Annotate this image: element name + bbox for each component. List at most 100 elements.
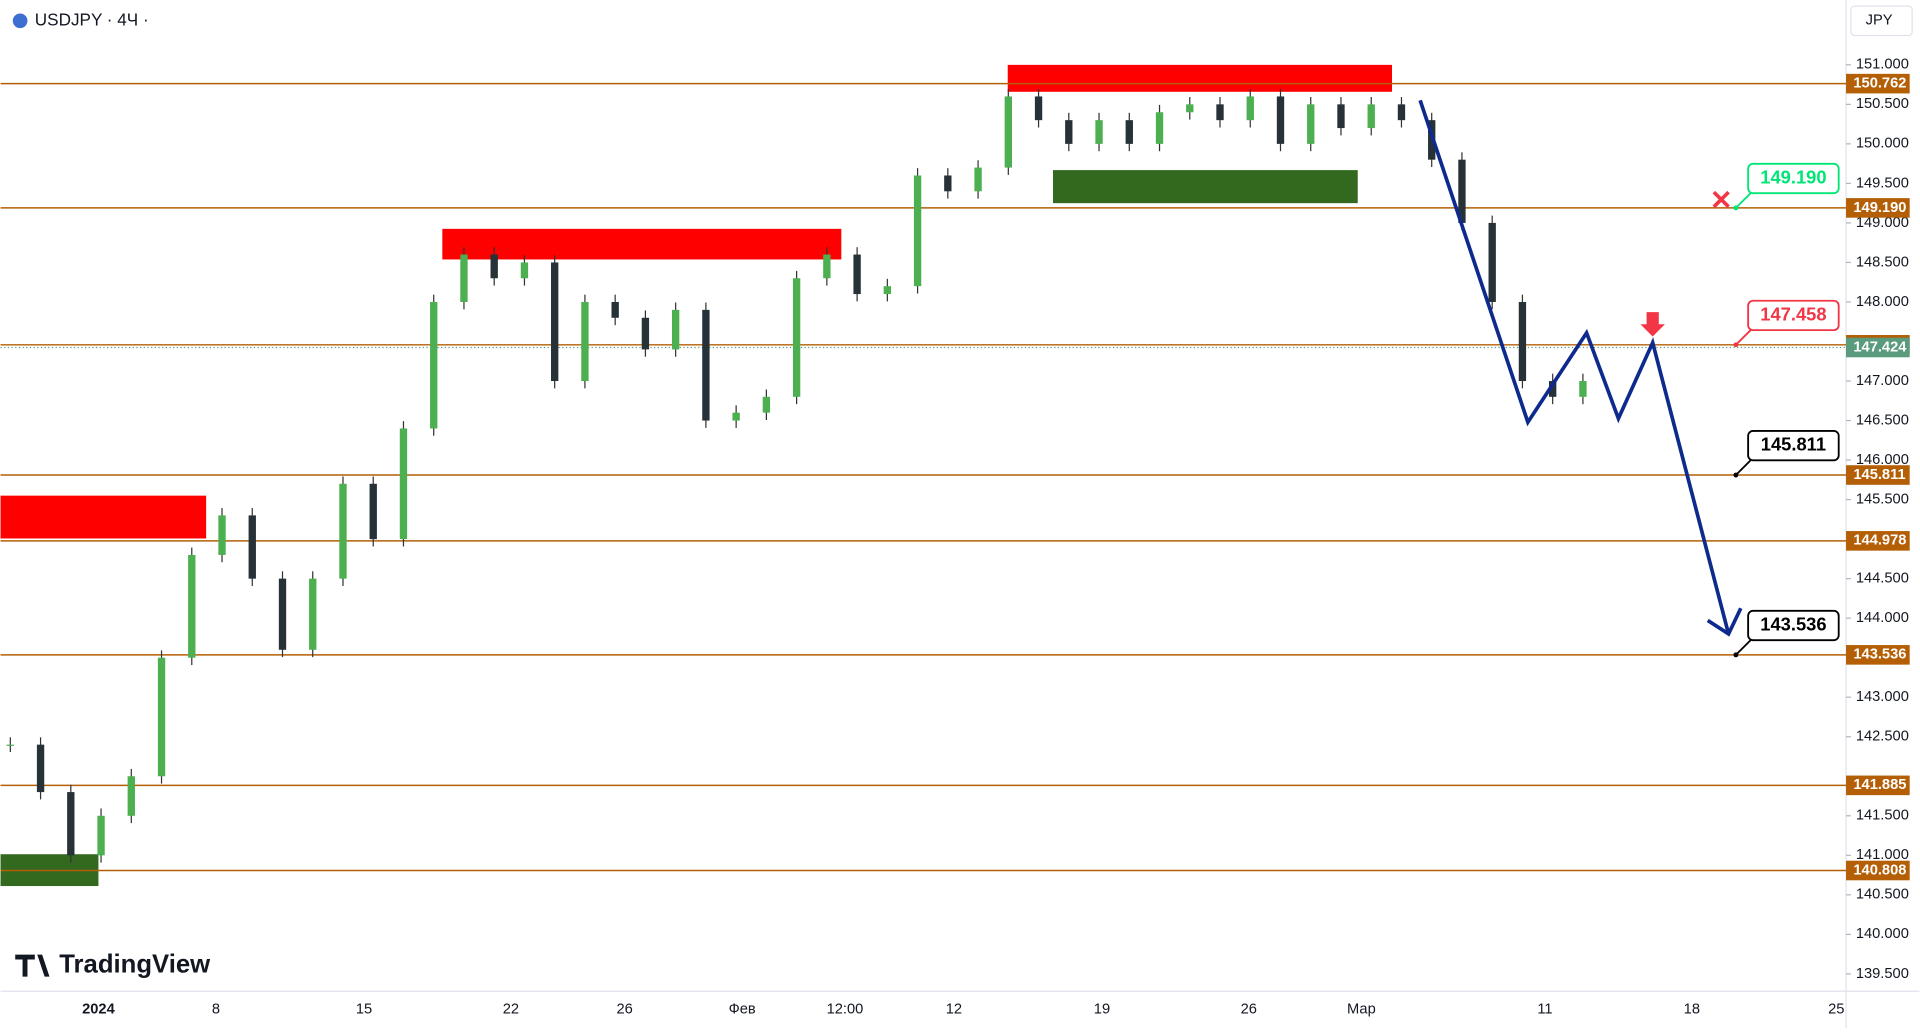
candle-body (1488, 222, 1496, 302)
candle-body (430, 301, 438, 429)
y-tick-label: 146.500 (1856, 412, 1909, 428)
candle-body (1518, 301, 1527, 382)
candle-body (1276, 96, 1285, 144)
candle-body (248, 515, 256, 579)
candle-body (1065, 120, 1073, 144)
candle-body (1307, 104, 1315, 144)
candle-body (218, 515, 226, 555)
callout-label: 145.811 (1761, 433, 1826, 454)
x-tick-label: 15 (356, 1002, 372, 1018)
x-tick-label: 22 (503, 1002, 519, 1018)
candle-body (1095, 120, 1103, 144)
y-tick-label: 141.500 (1856, 808, 1909, 824)
candle-body (1549, 381, 1557, 397)
callout-label: 143.536 (1760, 613, 1826, 634)
callout-box (1747, 430, 1840, 462)
projection-arrow (1706, 607, 1743, 637)
candle-body (6, 744, 14, 746)
candle-body (1216, 104, 1224, 121)
y-tick-label: 145.500 (1856, 491, 1909, 507)
currency[interactable]: JPY (1866, 13, 1893, 29)
candle-body (460, 254, 468, 302)
y-tick-label: 141.000 (1856, 847, 1909, 863)
x-tick-label: 2024 (82, 1002, 115, 1018)
level-tag (1846, 775, 1910, 796)
y-tick-label: 148.500 (1856, 254, 1909, 270)
candle-body (520, 262, 529, 279)
candle-body (188, 554, 196, 658)
callout-tail (1735, 327, 1754, 346)
y-tick-label: 151.000 (1856, 57, 1909, 73)
candle-body (581, 301, 589, 382)
symbol: USDJPY · 4Ч · (35, 9, 149, 29)
y-tick-label: 149.500 (1856, 175, 1909, 191)
projection-path (1418, 99, 1731, 635)
y-tick-label: 149.000 (1856, 215, 1909, 231)
candle-body (36, 744, 45, 793)
candle-body (1337, 104, 1345, 129)
candle-body (339, 483, 347, 579)
candle-body (1004, 96, 1012, 168)
callout-label: 147.458 (1760, 303, 1826, 324)
callout-box (1747, 162, 1840, 195)
level-tag (1846, 198, 1910, 218)
candle-body (1186, 104, 1194, 113)
level-tag (1846, 860, 1910, 881)
candle-body (1034, 96, 1043, 121)
x-tick-label: Фев (729, 1002, 756, 1018)
callout-tail (1735, 457, 1754, 476)
flag-icon (12, 13, 28, 29)
level-label: 145.811 (1853, 467, 1905, 483)
supply-zone (0, 495, 207, 539)
candle-body (490, 254, 498, 279)
callout-label: 149.190 (1760, 166, 1826, 187)
candle-body (127, 776, 135, 816)
candle-body (823, 254, 831, 279)
supply-zone (442, 228, 842, 260)
x-tick-label: 18 (1684, 1002, 1700, 1018)
candle-body (278, 578, 287, 650)
level-tag (1846, 645, 1910, 665)
cross-marker (1712, 190, 1730, 209)
callout-tail (1735, 190, 1754, 209)
y-tick-label: 144.000 (1856, 610, 1909, 626)
callout-tail (1735, 637, 1754, 656)
candle-body (883, 286, 892, 295)
level-label: 144.978 (1853, 533, 1906, 549)
candle-body (853, 254, 861, 295)
candle-body (702, 309, 710, 421)
y-tick-label: 139.500 (1856, 966, 1909, 982)
candle-body (551, 262, 559, 382)
candle-body (944, 175, 952, 192)
candle-body (611, 301, 619, 318)
candle-body (792, 278, 801, 397)
candle-body (974, 167, 982, 192)
candle-body (1155, 112, 1164, 144)
candle-body (67, 792, 75, 856)
candle-body (732, 412, 740, 421)
y-tick-label: 140.500 (1856, 887, 1909, 903)
level-tag (1846, 73, 1910, 94)
x-tick-label: 8 (212, 1002, 220, 1018)
y-tick-label: 148.000 (1856, 294, 1909, 310)
level-tag (1846, 531, 1910, 551)
x-tick-label: Мар (1347, 1002, 1376, 1018)
level-label: 150.762 (1853, 76, 1906, 92)
candle-body (399, 428, 408, 540)
candle-body (1367, 104, 1375, 129)
candle-body (157, 657, 166, 777)
level-label: 149.190 (1853, 200, 1906, 216)
candle-body (641, 317, 650, 350)
y-tick-label: 144.500 (1856, 571, 1909, 587)
candle-body (913, 175, 922, 287)
candle-body (309, 578, 317, 650)
candle-body (762, 396, 771, 413)
currency-button[interactable] (1850, 5, 1913, 37)
demand-zone (1053, 170, 1358, 204)
candle-body (671, 309, 680, 350)
y-tick-label: 150.500 (1856, 96, 1909, 112)
x-tick-label: 25 (1828, 1002, 1844, 1018)
candle-body (369, 483, 377, 540)
